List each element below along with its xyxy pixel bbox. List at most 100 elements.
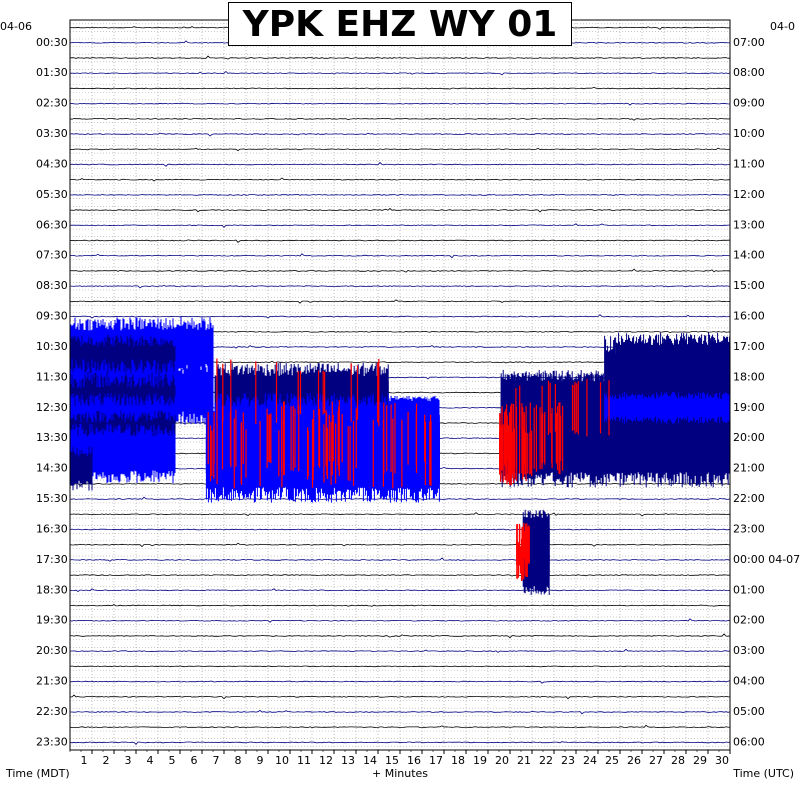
right-time-label: 05:00	[733, 705, 765, 718]
x-tick-label: 29	[693, 754, 707, 767]
trace-line	[69, 574, 731, 577]
right-time-label: 08:00	[733, 66, 765, 79]
trace-line	[69, 223, 731, 228]
x-tick-label: 30	[715, 754, 729, 767]
trace-line	[69, 741, 731, 745]
left-time-label: 09:30	[36, 310, 68, 323]
x-tick-label: 3	[125, 754, 132, 767]
x-tick-label: 15	[385, 754, 399, 767]
x-tick-label: 28	[671, 754, 685, 767]
left-time-label: 10:30	[36, 340, 68, 353]
x-tick-label: 25	[605, 754, 619, 767]
left-time-label: 13:30	[36, 431, 68, 444]
trace-line	[69, 633, 731, 639]
x-tick-label: 4	[147, 754, 154, 767]
trace-line	[69, 496, 731, 502]
burst-segment	[615, 332, 731, 392]
burst-spikes	[216, 358, 380, 427]
trace-line	[69, 512, 730, 517]
right-time-label: 18:00	[733, 370, 765, 383]
x-label-right: Time (UTC)	[732, 767, 794, 780]
x-tick-label: 26	[627, 754, 641, 767]
x-tick-label: 8	[235, 754, 242, 767]
left-time-label: 08:30	[36, 279, 68, 292]
date-right-label: 04-0	[770, 20, 795, 33]
x-tick-label: 23	[561, 754, 575, 767]
trace-line	[69, 314, 731, 319]
right-time-label: 12:00	[733, 188, 765, 201]
left-time-label: 21:30	[36, 675, 68, 688]
trace-line	[69, 118, 731, 121]
trace-line	[69, 299, 731, 304]
x-tick-label: 11	[297, 754, 311, 767]
left-time-label: 05:30	[36, 188, 68, 201]
trace-line	[69, 268, 731, 273]
trace-line	[69, 161, 730, 167]
right-time-label: 19:00	[733, 401, 765, 414]
left-time-label: 23:30	[36, 735, 68, 748]
right-time-label: 20:00	[733, 431, 765, 444]
x-tick-label: 2	[103, 754, 110, 767]
right-time-label: 21:00	[733, 462, 765, 475]
trace-line	[69, 70, 731, 76]
left-time-label: 00:30	[36, 36, 68, 49]
right-time-label: 17:00	[733, 340, 765, 353]
burst-spikes	[516, 538, 528, 581]
x-tick-label: 14	[363, 754, 377, 767]
chart-title: YPK EHZ WY 01	[228, 2, 572, 46]
right-time-label: 16:00	[733, 310, 765, 323]
left-time-label: 03:30	[36, 127, 68, 140]
x-label-center: + Minutes	[372, 767, 428, 780]
right-time-label: 14:00	[733, 249, 765, 262]
trace-line	[69, 86, 731, 90]
x-tick-label: 5	[169, 754, 176, 767]
x-tick-label: 10	[275, 754, 289, 767]
trace-line	[69, 557, 731, 562]
trace-line	[69, 194, 731, 196]
x-tick-label: 19	[473, 754, 487, 767]
trace-line	[69, 239, 730, 243]
trace-line	[69, 253, 731, 259]
trace-line	[69, 132, 731, 137]
x-tick-label: 9	[257, 754, 264, 767]
x-tick-label: 27	[649, 754, 663, 767]
left-time-label: 02:30	[36, 97, 68, 110]
trace-line	[69, 207, 731, 213]
burst-spikes	[515, 379, 610, 437]
right-time-label: 15:00	[733, 279, 765, 292]
left-time-label: 19:30	[36, 614, 68, 627]
x-label-left: Time (MDT)	[5, 767, 70, 780]
x-tick-label: 6	[191, 754, 198, 767]
trace-line	[69, 177, 731, 182]
x-tick-label: 24	[583, 754, 597, 767]
x-tick-label: 7	[213, 754, 220, 767]
x-tick-label: 22	[539, 754, 553, 767]
left-time-label: 17:30	[36, 553, 68, 566]
left-time-label: 15:30	[36, 492, 68, 505]
x-tick-label: 18	[451, 754, 465, 767]
left-time-label: 01:30	[36, 66, 68, 79]
right-time-label: 11:00	[733, 158, 765, 171]
right-time-label: 02:00	[733, 614, 765, 627]
trace-line	[69, 147, 731, 152]
trace-line	[70, 709, 731, 715]
label-layer: 00:30 01:30 02:30 03:30 04:30 05:30 06:30 07:30…	[0, 20, 800, 780]
trace-line	[70, 284, 731, 289]
trace-line	[69, 618, 731, 623]
left-time-label: 20:30	[36, 644, 68, 657]
right-time-label: 07:00	[733, 36, 765, 49]
left-time-label: 07:30	[36, 249, 68, 262]
date-left-label: 04-06	[0, 20, 32, 33]
trace-line	[69, 102, 731, 106]
x-tick-label: 12	[319, 754, 333, 767]
right-time-label: 00:00 04-07	[733, 553, 800, 566]
left-time-label: 18:30	[36, 583, 68, 596]
trace-layer	[69, 26, 731, 745]
left-time-label: 11:30	[36, 370, 68, 383]
burst-layer	[69, 317, 731, 595]
right-time-label: 23:00	[733, 523, 765, 536]
trace-line	[69, 680, 731, 684]
trace-line	[69, 528, 731, 531]
x-tick-label: 21	[517, 754, 531, 767]
